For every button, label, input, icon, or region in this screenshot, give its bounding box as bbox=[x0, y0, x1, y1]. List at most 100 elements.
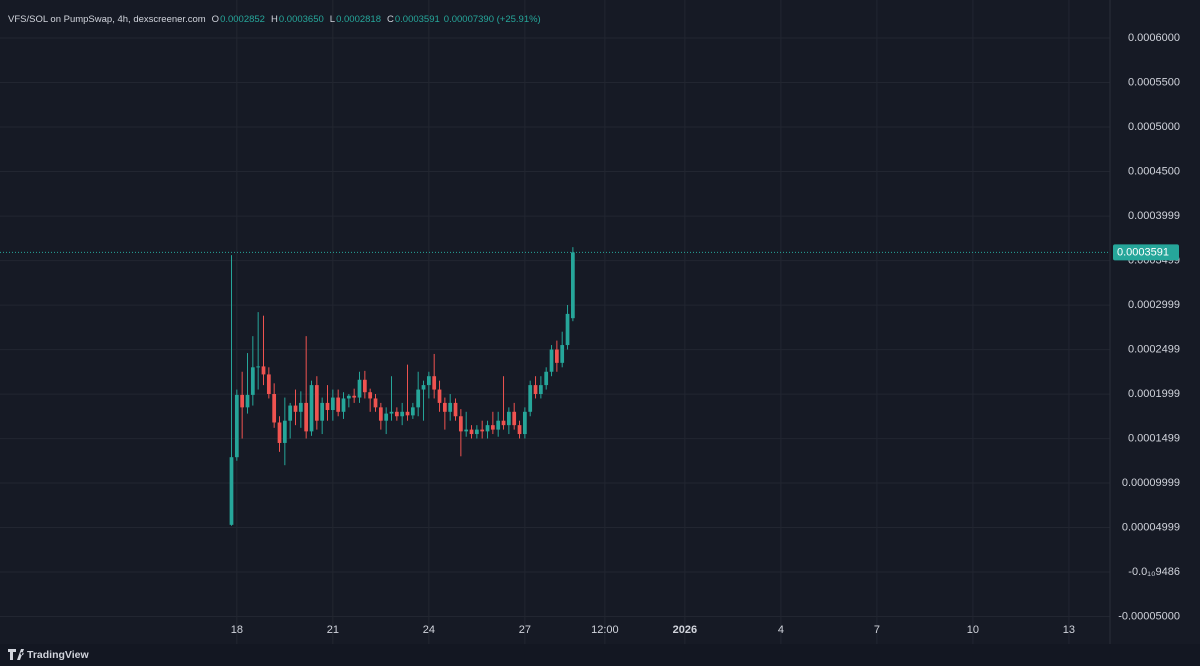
y-tick-label: 0.0005000 bbox=[1128, 121, 1180, 133]
candle-body bbox=[501, 420, 506, 426]
candle-body bbox=[565, 313, 570, 346]
candle-body bbox=[325, 402, 330, 411]
candle-body bbox=[330, 397, 335, 411]
x-tick-label: 27 bbox=[519, 624, 531, 636]
y-tick-label: 0.0001499 bbox=[1128, 432, 1180, 444]
candle-body bbox=[405, 411, 410, 416]
brand-logo bbox=[8, 649, 24, 660]
y-tick-label: 0.00009999 bbox=[1122, 477, 1180, 489]
candle-body bbox=[320, 402, 325, 421]
candle-body bbox=[240, 394, 245, 408]
x-tick-label: 13 bbox=[1063, 624, 1075, 636]
header-key: L bbox=[330, 14, 335, 25]
footer-bar bbox=[0, 644, 1200, 666]
candle-body bbox=[352, 395, 357, 398]
y-tick-label: 0.0003999 bbox=[1128, 210, 1180, 222]
candle-body bbox=[314, 385, 319, 421]
candles bbox=[229, 247, 575, 526]
x-tick-label: 4 bbox=[778, 624, 784, 636]
candle-body bbox=[282, 420, 287, 443]
header-change: 0.00007390 (+25.91%) bbox=[444, 14, 541, 25]
candle-body bbox=[528, 385, 533, 412]
header-title: VFS/SOL on PumpSwap, 4h, dexscreener.com bbox=[8, 14, 206, 25]
candle-body bbox=[448, 402, 453, 412]
y-tick-label: 0.0002499 bbox=[1128, 343, 1180, 355]
y-tick-label: -0.0₁₀9486 bbox=[1128, 566, 1180, 578]
candle-body bbox=[485, 425, 490, 432]
candle-body bbox=[336, 397, 341, 412]
brand: TradingView bbox=[8, 649, 89, 661]
candle-body bbox=[416, 389, 421, 408]
candle-body bbox=[442, 402, 447, 412]
x-tick-label: 24 bbox=[423, 624, 435, 636]
candle-body bbox=[272, 394, 277, 423]
candle-body bbox=[426, 376, 431, 386]
y-tick-label: 0.00004999 bbox=[1122, 521, 1180, 533]
grid bbox=[0, 0, 1110, 644]
candle-body bbox=[544, 371, 549, 386]
y-tick-label: 0.0004500 bbox=[1128, 165, 1180, 177]
candle-body bbox=[261, 366, 266, 375]
candle-body bbox=[293, 405, 298, 412]
candle-body bbox=[549, 349, 554, 372]
candle-body bbox=[538, 385, 543, 395]
candle-body bbox=[533, 385, 538, 395]
candle-body bbox=[453, 402, 458, 417]
candle-body bbox=[555, 349, 559, 363]
candle-body bbox=[512, 411, 517, 426]
candle-body bbox=[256, 366, 261, 368]
last-price-tag bbox=[1113, 244, 1179, 261]
candle-body bbox=[464, 429, 469, 432]
y-tick-label: -0.00005000 bbox=[1118, 610, 1180, 622]
header-value: 0.0002818 bbox=[336, 14, 381, 25]
brand-name: TradingView bbox=[27, 649, 89, 661]
candle-body bbox=[266, 374, 271, 395]
candle-body bbox=[571, 252, 575, 319]
header-key: O bbox=[212, 14, 219, 25]
header-value: 0.0003591 bbox=[395, 14, 440, 25]
candle-body bbox=[458, 416, 463, 432]
header-key: C bbox=[387, 14, 394, 25]
candle-body bbox=[362, 379, 367, 393]
candle-body bbox=[298, 402, 303, 412]
candle-body bbox=[341, 398, 346, 412]
candle-body bbox=[490, 425, 495, 430]
candle-body bbox=[506, 411, 511, 426]
candle-body bbox=[357, 379, 362, 398]
candle-body bbox=[432, 376, 437, 390]
candle-body bbox=[309, 385, 314, 432]
y-tick-label: 0.0002999 bbox=[1128, 299, 1180, 311]
candle-body bbox=[288, 405, 293, 421]
candle-body bbox=[245, 394, 250, 408]
candle-body bbox=[410, 407, 415, 416]
candle-body bbox=[394, 411, 399, 417]
y-tick-label: 0.0006000 bbox=[1128, 32, 1180, 44]
header: VFS/SOL on PumpSwap, 4h, dexscreener.com… bbox=[8, 14, 541, 25]
candle-body bbox=[400, 411, 405, 417]
candle-body bbox=[304, 402, 309, 432]
candle-body bbox=[474, 429, 479, 435]
x-tick-label: 2026 bbox=[673, 624, 697, 636]
candle-body bbox=[389, 411, 394, 414]
x-tick-label: 21 bbox=[327, 624, 339, 636]
candle-body bbox=[346, 395, 351, 399]
candle-body bbox=[250, 367, 255, 395]
candle-body bbox=[437, 389, 442, 403]
y-tick-label: 0.0001999 bbox=[1128, 388, 1180, 400]
candle-body bbox=[373, 398, 378, 408]
candle-body bbox=[277, 422, 282, 443]
candle-body bbox=[384, 413, 389, 421]
candle-body bbox=[469, 429, 474, 435]
candle-body bbox=[229, 457, 234, 525]
candle-body bbox=[421, 385, 426, 390]
y-tick-label: 0.0005500 bbox=[1128, 76, 1180, 88]
header-value: 0.0002852 bbox=[220, 14, 265, 25]
header-value: 0.0003650 bbox=[279, 14, 324, 25]
header-key: H bbox=[271, 14, 278, 25]
candle-body bbox=[234, 394, 239, 458]
candle-body bbox=[560, 345, 565, 363]
candle-body bbox=[522, 411, 527, 435]
candle-body bbox=[496, 420, 501, 430]
